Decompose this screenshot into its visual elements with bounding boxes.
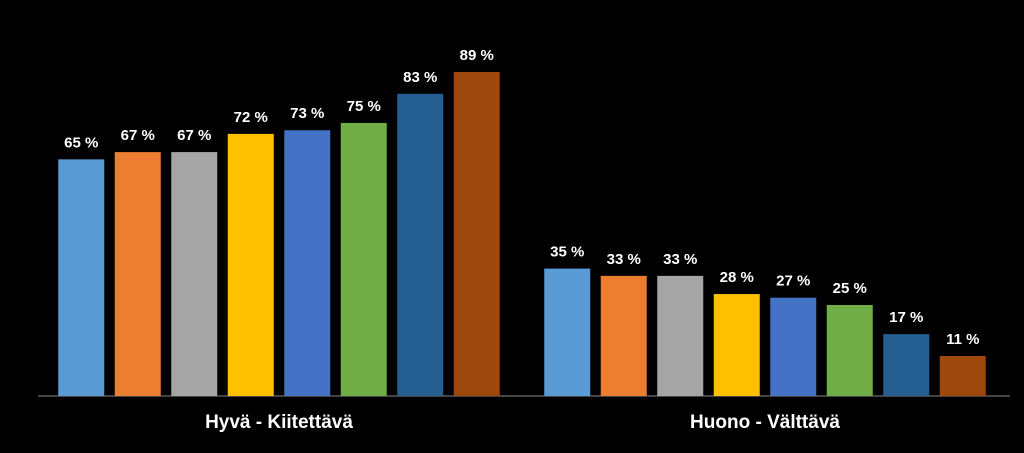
bar	[114, 152, 161, 396]
bar	[340, 122, 387, 396]
value-label: 73 %	[290, 105, 324, 122]
bar	[826, 304, 873, 396]
category-label: Hyvä - Kiitettävä	[205, 412, 353, 433]
bar	[544, 268, 591, 396]
value-label: 65 %	[64, 134, 98, 151]
value-label: 75 %	[347, 98, 381, 115]
bar	[171, 152, 218, 396]
value-label: 89 %	[460, 47, 494, 64]
bar	[657, 275, 704, 396]
value-label: 17 %	[889, 309, 923, 326]
value-label: 27 %	[776, 273, 810, 290]
bar	[453, 72, 500, 396]
category-label: Huono - Välttävä	[690, 412, 840, 433]
value-label: 11 %	[946, 331, 979, 348]
value-label: 67 %	[177, 127, 211, 144]
bar	[770, 297, 817, 396]
value-label: 25 %	[833, 280, 867, 297]
value-label: 35 %	[550, 244, 584, 261]
value-label: 28 %	[720, 269, 754, 286]
value-label: 67 %	[121, 127, 155, 144]
bar	[58, 159, 105, 396]
value-label: 33 %	[607, 251, 641, 268]
bar	[227, 133, 274, 396]
bar	[397, 93, 444, 396]
bar	[939, 355, 986, 396]
value-label: 72 %	[234, 109, 268, 126]
bar	[883, 334, 930, 396]
value-label: 33 %	[663, 251, 697, 268]
bar	[713, 294, 760, 396]
bar	[284, 130, 331, 396]
bar	[600, 275, 647, 396]
value-label: 83 %	[403, 69, 437, 86]
